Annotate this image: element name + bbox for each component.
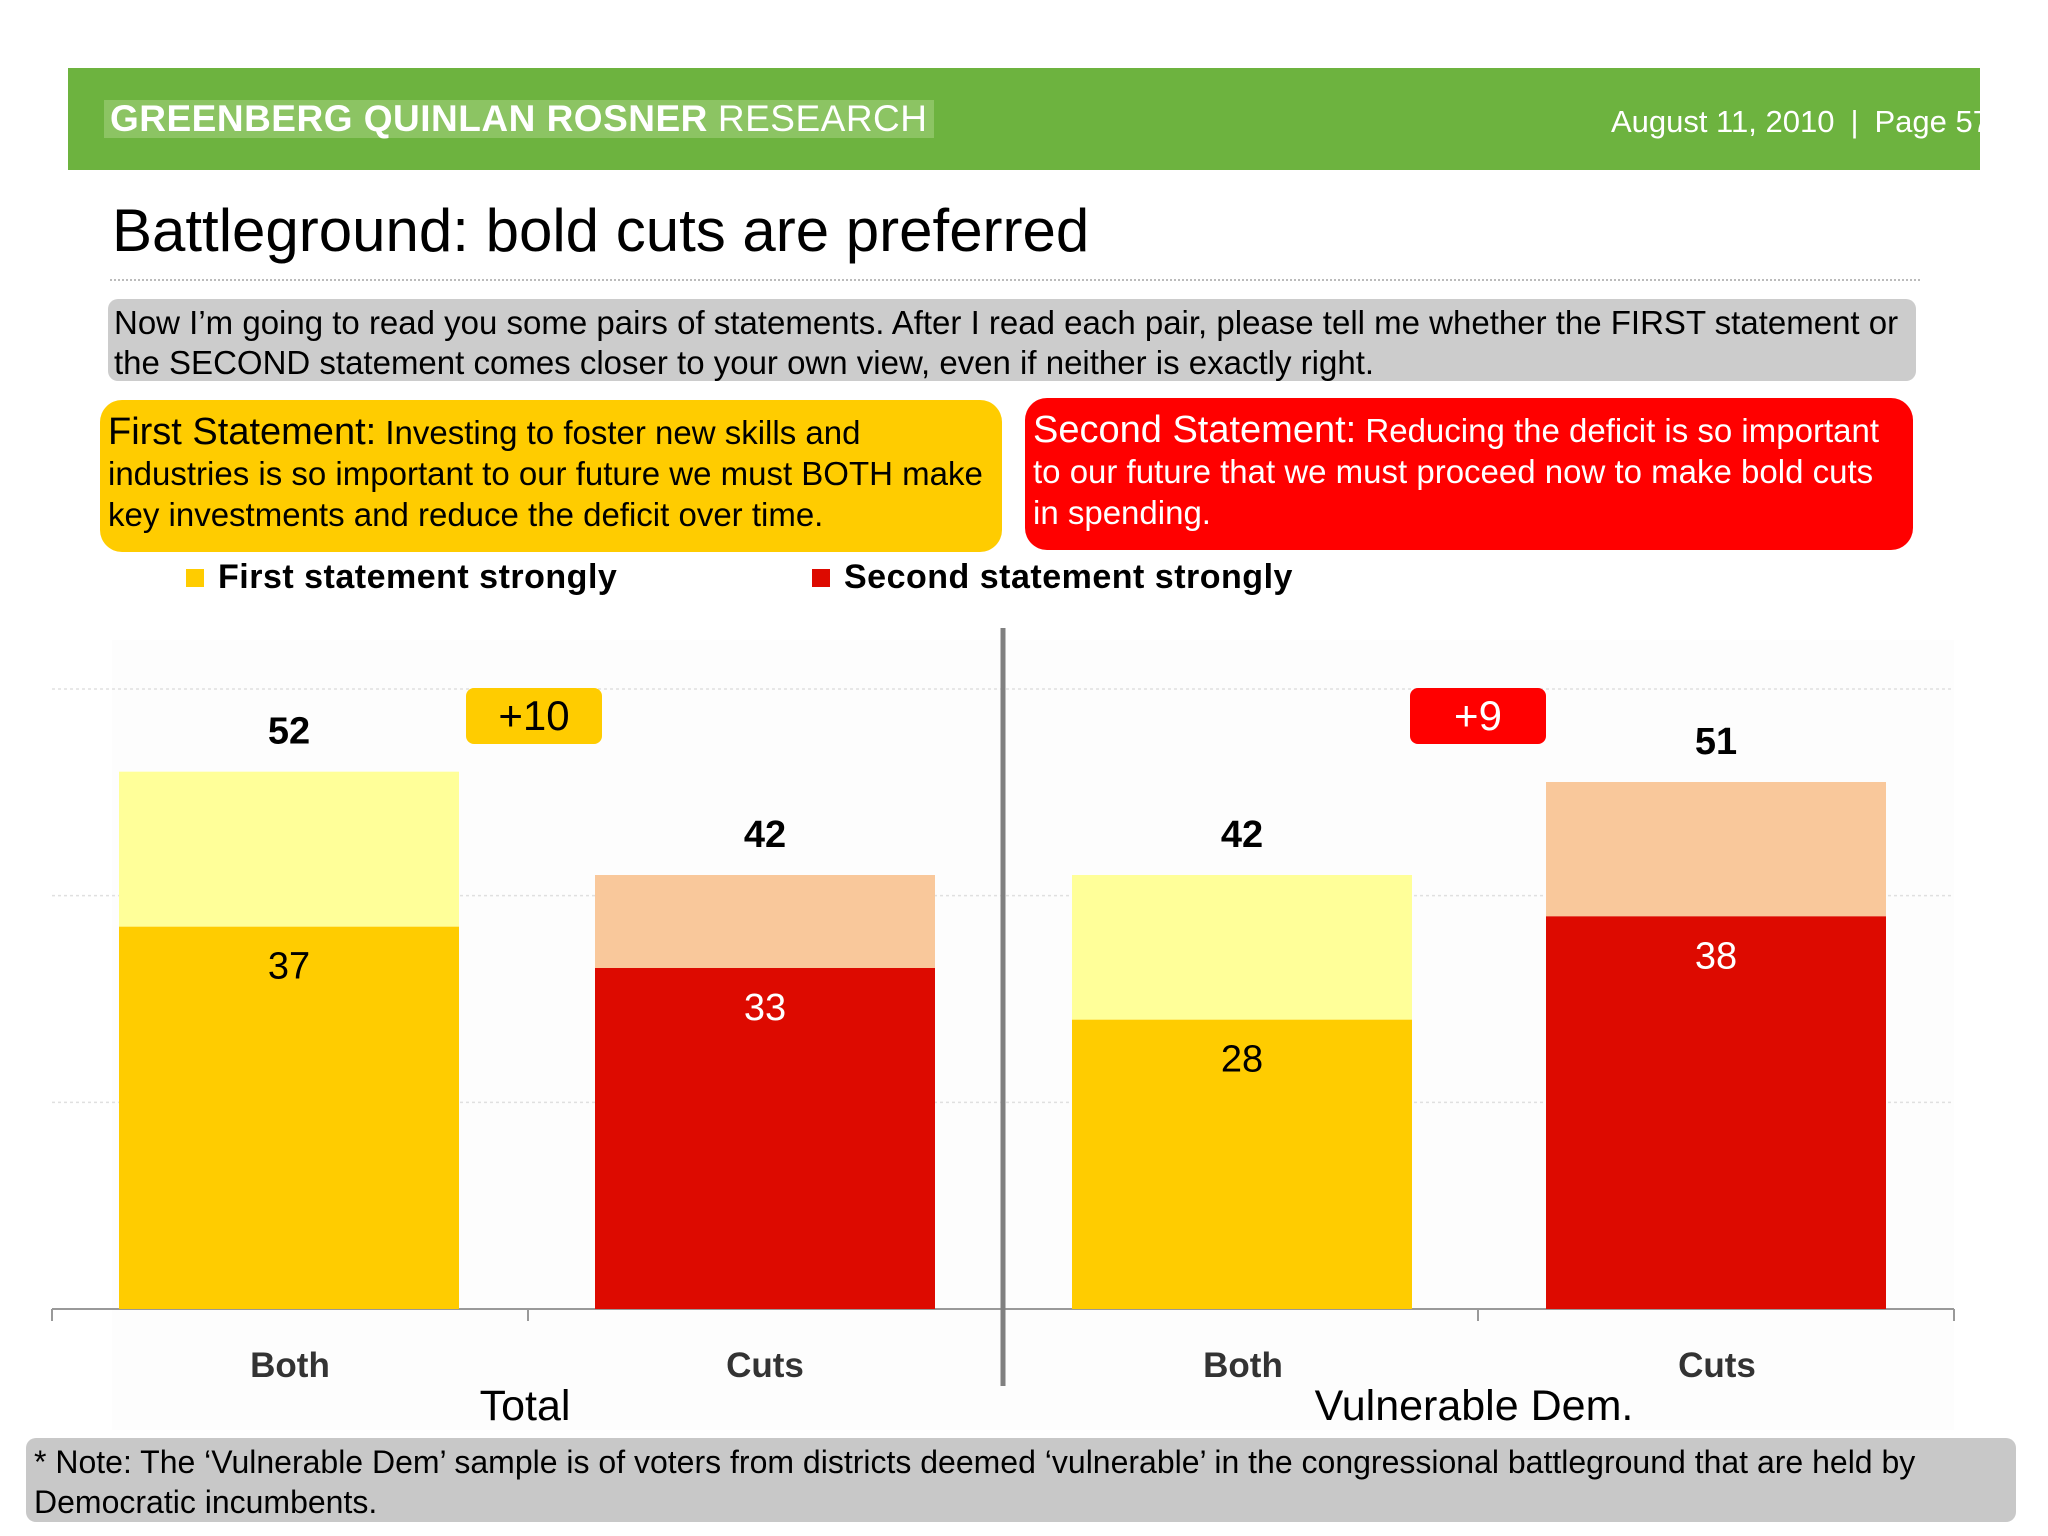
bar-segment-strong	[1072, 1019, 1412, 1309]
legend-second-label: Second statement strongly	[844, 558, 1293, 596]
bar-strongly-label: 33	[744, 987, 786, 1029]
bar-total-label: 51	[1695, 721, 1737, 763]
category-label: Cuts	[1678, 1346, 1756, 1385]
bar-segment-strong	[595, 968, 935, 1309]
bar-segment-strong	[119, 926, 459, 1309]
vulnerable-margin-badge: +9	[1410, 688, 1546, 744]
brand-name-bold: GREENBERG QUINLAN ROSNER	[110, 98, 708, 139]
category-label: Cuts	[726, 1346, 804, 1385]
total-margin-badge: +10	[466, 688, 602, 744]
bar-total-label: 52	[268, 711, 310, 753]
brand-name-light: RESEARCH	[717, 98, 928, 139]
second-statement-text: Reducing the deficit is so important to …	[1033, 412, 1879, 531]
second-statement-label: Second Statement:	[1033, 409, 1357, 451]
legend-first: First statement strongly	[186, 558, 617, 597]
bar-segment-strong	[1546, 916, 1886, 1309]
group-label: Vulnerable Dem.	[1315, 1382, 1634, 1430]
category-label: Both	[1203, 1346, 1283, 1385]
header-bar: GREENBERG QUINLAN ROSNER RESEARCH August…	[68, 68, 1990, 170]
header-meta: August 11, 2010 | Page 57	[1611, 104, 1990, 140]
group-label: Total	[480, 1382, 571, 1430]
legend-second: Second statement strongly	[812, 558, 1293, 597]
bar-strongly-label: 38	[1695, 935, 1737, 977]
report-date: August 11, 2010	[1610, 104, 1835, 139]
page-number: Page 57	[1874, 104, 1991, 139]
first-statement-text: Investing to foster new skills and indus…	[108, 414, 983, 533]
header-separator: |	[1850, 104, 1859, 139]
page-title: Battleground: bold cuts are preferred	[112, 197, 1090, 264]
legend-second-swatch	[812, 568, 830, 587]
category-label: Both	[250, 1346, 330, 1385]
bar-strongly-label: 28	[1221, 1039, 1263, 1081]
legend-first-swatch	[186, 568, 204, 587]
bar-segment-light	[1072, 875, 1412, 1020]
footnote: * Note: The ‘Vulnerable Dem’ sample is o…	[26, 1438, 2016, 1522]
bar-total-label: 42	[1221, 814, 1263, 856]
bar-total-label: 42	[744, 814, 786, 856]
bar-segment-light	[1546, 782, 1886, 917]
brand-logo: GREENBERG QUINLAN ROSNER RESEARCH	[104, 98, 934, 139]
bar-segment-light	[119, 771, 459, 927]
bar-strongly-label: 37	[268, 946, 310, 988]
first-statement-label: First Statement:	[108, 411, 377, 453]
legend-first-label: First statement strongly	[218, 558, 618, 596]
question-text: Now I’m going to read you some pairs of …	[108, 299, 1916, 381]
bar-segment-light	[595, 875, 935, 968]
second-statement-box: Second Statement: Reducing the deficit i…	[1025, 398, 1913, 550]
first-statement-box: First Statement: Investing to foster new…	[100, 400, 1002, 552]
title-divider	[110, 279, 1920, 281]
